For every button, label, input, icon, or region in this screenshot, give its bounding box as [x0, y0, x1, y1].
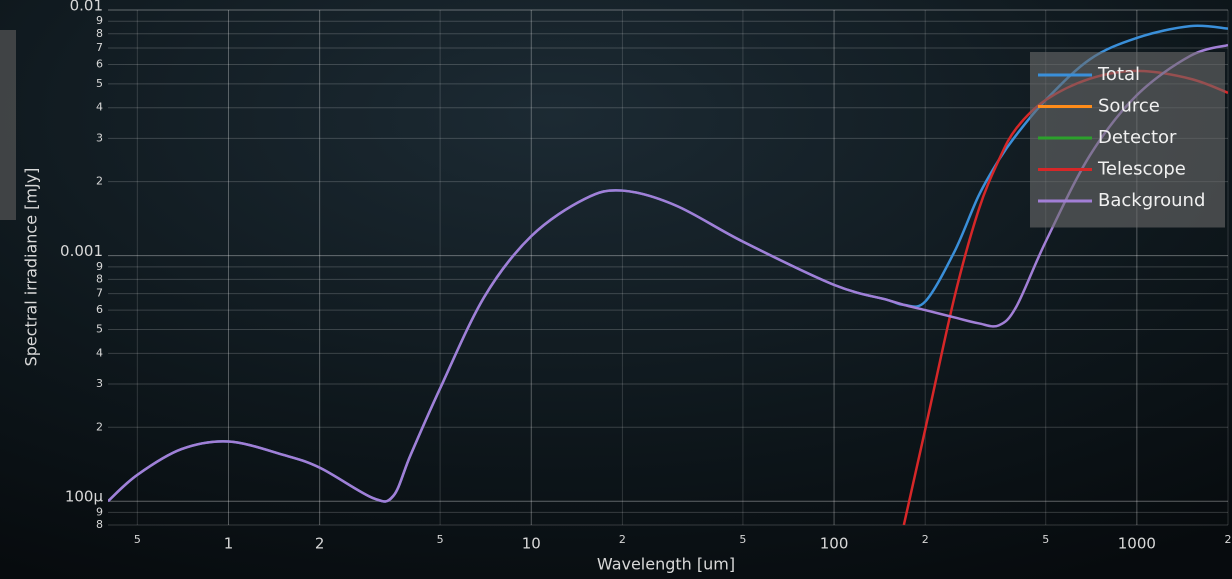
- y-tick-label: 3: [96, 131, 103, 144]
- legend: Total Source Detector Telescope Background: [1030, 52, 1225, 228]
- x-tick-label: 2: [315, 535, 325, 553]
- y-tick-label: 9: [96, 505, 103, 518]
- x-tick-label: 1: [224, 535, 234, 553]
- legend-label: Total: [1097, 64, 1140, 85]
- y-tick-label: 4: [96, 346, 103, 359]
- page: Spectral irradiance [mJy] Wavelength [um…: [0, 0, 1232, 579]
- legend-label: Background: [1098, 190, 1205, 211]
- y-tick-label: 6: [96, 303, 103, 316]
- y-tick-label: 8: [96, 272, 103, 285]
- x-tick-label: 5: [134, 533, 141, 546]
- x-tick-label: 100: [820, 535, 849, 553]
- legend-label: Telescope: [1097, 159, 1186, 180]
- side-panel: [0, 30, 16, 220]
- y-tick-label: 9: [96, 14, 103, 27]
- y-tick-label: 100µ: [65, 488, 104, 506]
- y-tick-label: 3: [96, 377, 103, 390]
- y-tick-label: 5: [96, 323, 103, 336]
- y-tick-label: 6: [96, 57, 103, 70]
- y-tick-label: 9: [96, 260, 103, 273]
- chart: Spectral irradiance [mJy] Wavelength [um…: [0, 0, 1232, 579]
- x-tick-label: 2: [922, 533, 929, 546]
- x-tick-label: 1000: [1118, 535, 1156, 553]
- legend-label: Source: [1098, 96, 1160, 117]
- legend-label: Detector: [1098, 127, 1177, 148]
- y-tick-label: 5: [96, 77, 103, 90]
- x-tick-label: 5: [739, 533, 746, 546]
- y-tick-label: 7: [96, 287, 103, 300]
- x-axis-label: Wavelength [um]: [597, 555, 735, 574]
- x-tick-label: 5: [437, 533, 444, 546]
- y-tick-label: 8: [96, 27, 103, 40]
- x-tick-label: 2: [619, 533, 626, 546]
- y-tick-label: 4: [96, 101, 103, 114]
- y-tick-label: 2: [96, 175, 103, 188]
- y-tick-label: 2: [96, 420, 103, 433]
- y-tick-label: 0.01: [70, 0, 103, 15]
- y-axis-label: Spectral irradiance [mJy]: [22, 168, 41, 367]
- y-tick-label: 8: [96, 518, 103, 531]
- y-tick-label: 0.001: [60, 242, 103, 260]
- x-tick-label: 5: [1042, 533, 1049, 546]
- x-tick-label: 10: [522, 535, 541, 553]
- x-tick-label: 2: [1225, 533, 1232, 546]
- y-tick-label: 7: [96, 41, 103, 54]
